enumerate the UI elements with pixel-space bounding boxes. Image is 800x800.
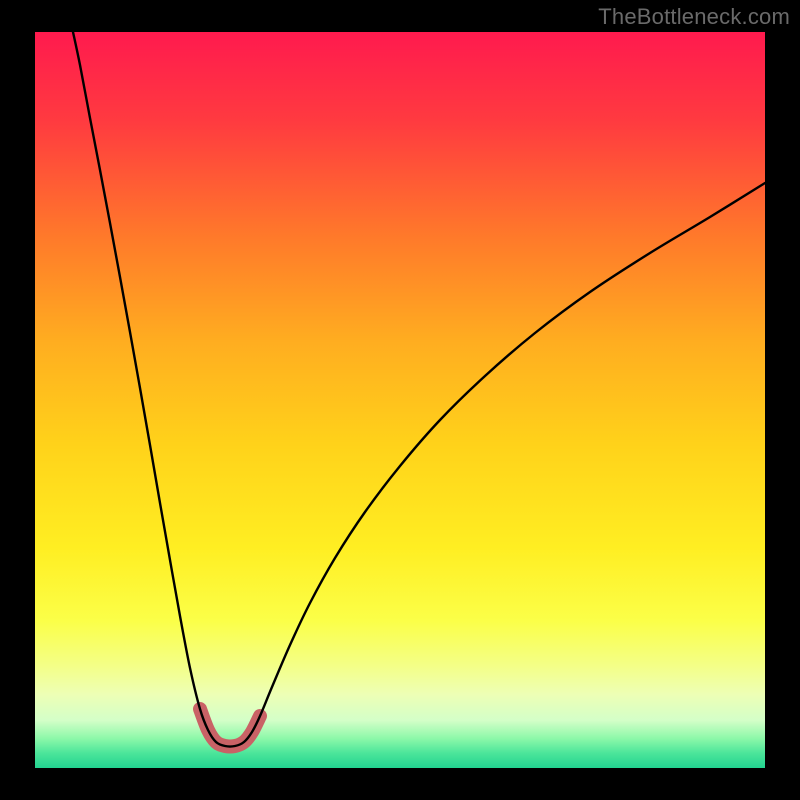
chart-container: TheBottleneck.com xyxy=(0,0,800,800)
watermark-text: TheBottleneck.com xyxy=(598,4,790,30)
bottleneck-chart xyxy=(0,0,800,800)
plot-background xyxy=(35,32,765,768)
